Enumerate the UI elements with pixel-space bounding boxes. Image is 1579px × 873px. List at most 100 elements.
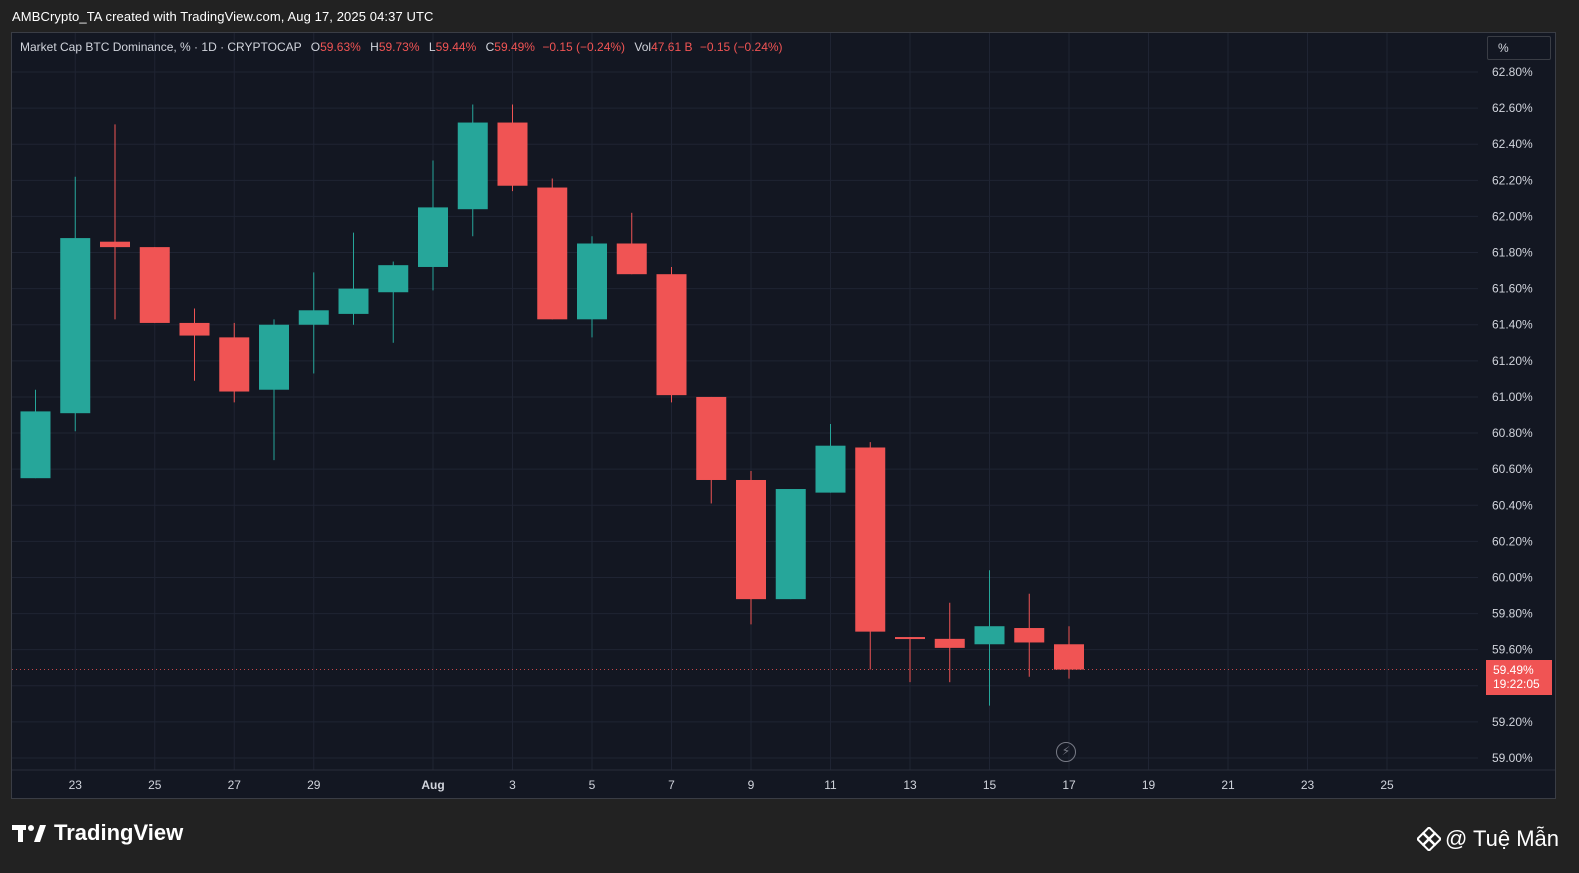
grid-lines (12, 33, 1555, 771)
x-tick-label: 9 (748, 778, 755, 792)
candle[interactable] (259, 319, 289, 461)
candle[interactable] (378, 261, 409, 343)
last-price-value: 59.49% (1493, 663, 1534, 677)
candle-body (895, 637, 925, 640)
candle-body (179, 322, 210, 336)
candle-body (577, 243, 607, 320)
candle-body (974, 626, 1005, 645)
volume-change: −0.15 (−0.24%) (699, 40, 783, 54)
candle[interactable] (696, 396, 727, 504)
candle[interactable] (100, 124, 130, 320)
high-label: H (370, 40, 379, 54)
candle[interactable] (815, 424, 846, 493)
candle-body (378, 265, 409, 293)
candle[interactable] (418, 160, 448, 291)
close-value: 59.49% (494, 40, 535, 54)
candle[interactable] (1014, 593, 1045, 677)
candle[interactable] (219, 322, 250, 403)
candle[interactable] (457, 104, 488, 237)
y-tick-label: 62.00% (1492, 209, 1533, 223)
x-tick-label: 23 (69, 778, 83, 792)
percent-scale-button[interactable]: % (1487, 36, 1551, 60)
candle-body (20, 411, 51, 479)
candle-body (418, 207, 448, 267)
low-label: L (428, 40, 436, 54)
y-tick-label: 59.60% (1492, 643, 1533, 657)
y-tick-label: 60.80% (1492, 426, 1533, 440)
x-tick-label: 11 (824, 778, 837, 792)
open-label: O (310, 40, 321, 54)
candle-body (537, 187, 568, 320)
candle[interactable] (179, 308, 210, 381)
y-tick-label: 61.60% (1492, 282, 1533, 296)
y-tick-label: 61.20% (1492, 354, 1533, 368)
candle-body (736, 479, 766, 600)
x-tick-label: 5 (589, 778, 596, 792)
watermark: @ Tuệ Mẫn (1416, 826, 1559, 852)
volume-label: Vol (634, 40, 652, 54)
candle-body (338, 288, 369, 314)
candle-body (259, 324, 289, 390)
y-tick-label: 62.20% (1492, 173, 1533, 187)
candle[interactable] (537, 178, 568, 320)
candle[interactable] (855, 442, 886, 670)
candle-body (934, 638, 965, 648)
volume-value: 47.61 B (651, 40, 693, 54)
candle-body (100, 241, 130, 248)
brand-name: TradingView (54, 820, 184, 845)
candle-body (60, 238, 91, 414)
tradingview-logo-icon (12, 825, 46, 842)
y-tick-label: 60.40% (1492, 498, 1533, 512)
candle[interactable] (338, 232, 369, 325)
candle-body (219, 337, 250, 392)
candle-body (775, 489, 806, 600)
x-tick-label: Aug (421, 778, 444, 792)
y-tick-label: 61.40% (1492, 318, 1533, 332)
candle[interactable] (139, 247, 170, 323)
time-axis: 23 25 27 29 Aug 3 5 7 9 11 13 15 17 19 21 23 25 (69, 778, 1394, 792)
candle[interactable] (934, 602, 965, 683)
y-tick-label: 62.60% (1492, 101, 1533, 115)
candle[interactable] (298, 272, 329, 374)
bar-countdown: 19:22:05 (1493, 677, 1540, 691)
high-value: 59.73% (378, 40, 420, 54)
close-label: C (485, 40, 495, 54)
x-tick-label: 29 (307, 778, 321, 792)
y-tick-label: 59.20% (1492, 715, 1533, 729)
x-tick-label: 17 (1062, 778, 1076, 792)
open-value: 59.63% (320, 40, 361, 54)
candle[interactable] (497, 104, 528, 192)
candle[interactable] (60, 176, 91, 432)
x-tick-label: 25 (1380, 778, 1394, 792)
low-value: 59.44% (435, 40, 477, 54)
x-tick-label: 13 (903, 778, 917, 792)
x-tick-label: 3 (509, 778, 516, 792)
chart-frame[interactable] (11, 32, 1556, 799)
lightning-icon[interactable]: ⚡ (1056, 742, 1076, 762)
ohlc-legend: Market Cap BTC Dominance, % · 1D · CRYPT… (20, 40, 783, 54)
candle[interactable] (20, 389, 51, 479)
candle-body (298, 310, 329, 325)
candle[interactable] (656, 266, 687, 403)
watermark-text: @ Tuệ Mẫn (1444, 826, 1559, 851)
candle[interactable] (577, 236, 607, 338)
candle-body (497, 122, 528, 186)
candle[interactable] (974, 570, 1005, 706)
x-tick-label: 15 (983, 778, 997, 792)
change-value: −0.15 (−0.24%) (542, 40, 626, 54)
candle-body (656, 274, 687, 396)
candle[interactable] (775, 489, 806, 600)
candle[interactable] (736, 470, 766, 625)
x-tick-label: 27 (228, 778, 242, 792)
candle[interactable] (895, 637, 925, 683)
candle[interactable] (616, 212, 647, 275)
candle[interactable] (1054, 626, 1084, 679)
y-tick-label: 59.80% (1492, 607, 1533, 621)
x-tick-label: 23 (1301, 778, 1315, 792)
symbol-title[interactable]: Market Cap BTC Dominance, % · 1D · CRYPT… (20, 40, 302, 54)
x-tick-label: 21 (1221, 778, 1235, 792)
y-tick-label: 61.00% (1492, 390, 1533, 404)
candle-body (1014, 628, 1045, 643)
tradingview-brand[interactable]: TradingView (12, 820, 183, 846)
